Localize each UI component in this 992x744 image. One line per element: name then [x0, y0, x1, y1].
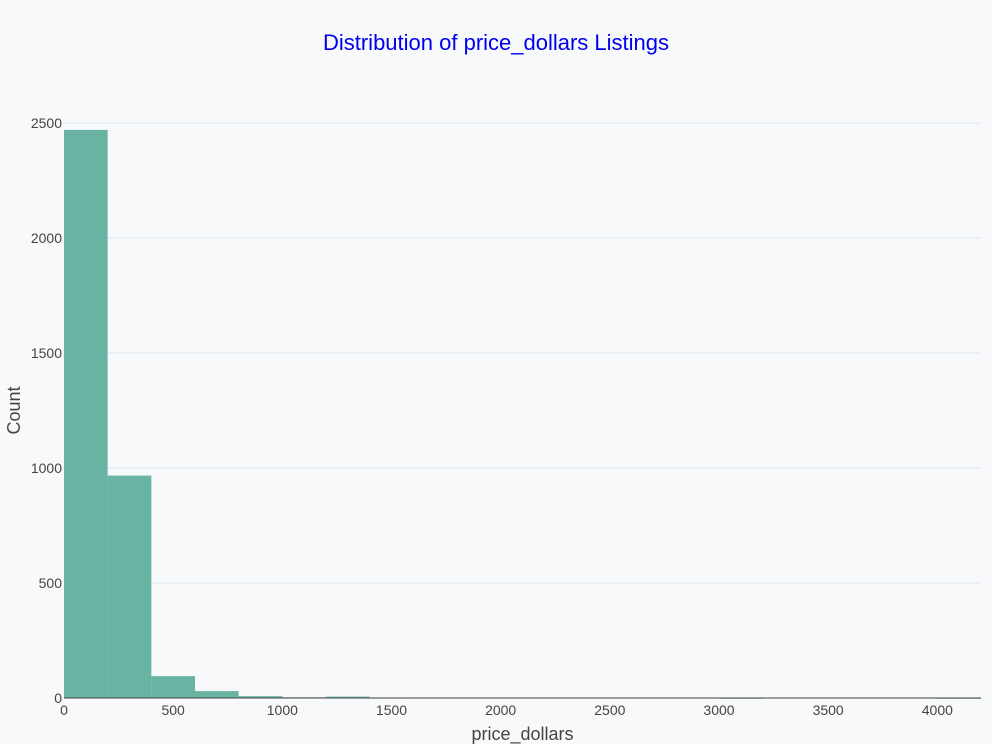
y-tick-label: 2000 — [31, 230, 62, 246]
x-tick-label: 1000 — [267, 702, 298, 718]
x-tick-label: 2500 — [594, 702, 625, 718]
x-tick-label: 2000 — [485, 702, 516, 718]
y-tick-label: 1000 — [31, 460, 62, 476]
x-tick-label: 3500 — [813, 702, 844, 718]
y-tick-label: 500 — [39, 575, 63, 591]
x-tick-label: 1500 — [376, 702, 407, 718]
histogram-bar — [238, 696, 283, 698]
y-tick-label: 0 — [54, 690, 62, 706]
y-tick-label: 1500 — [31, 345, 62, 361]
y-axis-title: Count — [4, 386, 24, 434]
x-tick-label: 0 — [60, 702, 68, 718]
x-tick-label: 3000 — [703, 702, 734, 718]
histogram-bar — [64, 129, 108, 698]
x-tick-label: 500 — [161, 702, 185, 718]
x-tick-labels: 0 500 1000 1500 2000 2500 3000 3500 4000 — [60, 702, 953, 718]
histogram-bar — [107, 475, 152, 698]
histogram-bar — [195, 691, 239, 698]
chart-title: Distribution of price_dollars Listings — [323, 30, 669, 55]
x-tick-label: 4000 — [922, 702, 953, 718]
histogram-bar — [151, 676, 195, 698]
y-tick-label: 2500 — [31, 115, 62, 131]
histogram-bar — [326, 696, 370, 698]
grid-layer — [64, 122, 981, 584]
x-axis-title: price_dollars — [471, 724, 573, 744]
y-tick-labels: 0 500 1000 1500 2000 2500 — [31, 115, 62, 706]
bars-layer — [64, 129, 981, 699]
